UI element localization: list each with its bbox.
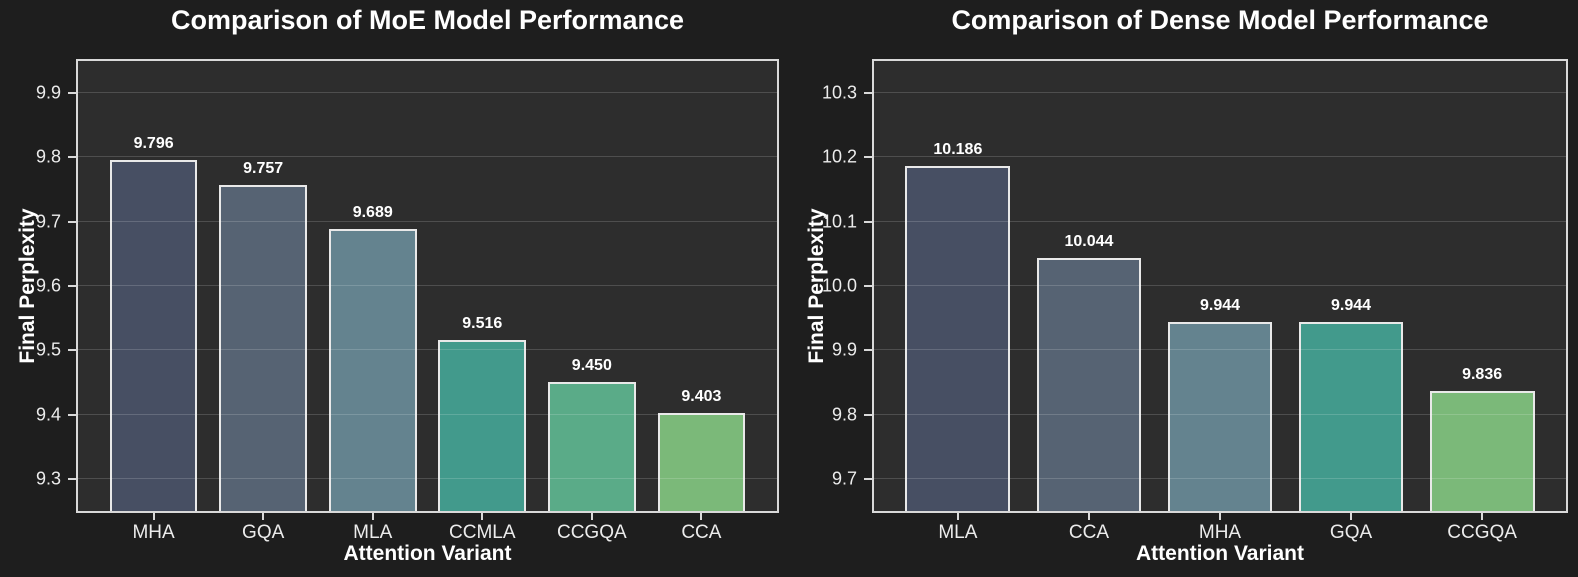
y-tick-label: 9.7 [831,468,857,489]
y-tick-mark [68,349,76,352]
gridline [874,156,1566,158]
bar-gqa [1298,322,1404,511]
bar-mha [109,160,198,511]
chart-title: Comparison of Dense Model Performance [951,5,1489,35]
bar-value-label: 10.044 [1064,232,1114,250]
bar-value-label: 9.689 [352,203,393,221]
dense-performance-chart: Comparison of Dense Model Performance Fi… [789,0,1578,577]
x-tick-mark [371,513,374,520]
y-tick-label: 9.8 [831,404,857,425]
gridline [78,477,777,479]
gridline [874,220,1566,222]
bar-ccmla [438,340,527,511]
bar-cca [1036,257,1142,511]
bar-mla [905,166,1011,511]
y-tick-mark [68,477,76,480]
x-tick-label: GQA [1329,522,1373,543]
x-tick-mark [700,513,703,520]
gridline [874,413,1566,415]
y-tick-label: 10.1 [821,211,857,232]
bar-value-label: 9.516 [462,315,503,332]
bar-value-label: 9.944 [1199,297,1241,314]
gridline [874,477,1566,479]
y-tick-label: 10.2 [821,146,857,167]
bar-ccgqa [1429,391,1535,511]
y-tick-mark [68,413,76,416]
x-tick-mark [262,513,265,520]
gridline [78,92,777,94]
y-tick-mark [864,156,872,159]
x-tick-label: CCGQA [556,522,627,543]
x-tick-mark [956,513,959,520]
x-tick-label: CCA [1068,522,1109,543]
moe-performance-chart: Comparison of MoE Model Performance Fina… [16,5,779,565]
bar-mla [328,228,417,511]
y-tick-mark [864,285,872,287]
gridline [78,285,777,286]
gridline [874,92,1566,94]
x-tick-label: CCGQA [1447,522,1517,543]
bar-cca [657,412,746,511]
x-tick-label: MHA [1198,522,1242,543]
y-tick-mark [864,92,872,95]
x-tick-mark [1087,513,1090,520]
y-tick-label: 9.7 [35,211,61,232]
x-tick-mark [590,513,593,520]
x-tick-mark [481,513,484,520]
x-tick-mark [1219,513,1221,520]
x-tick-mark [1350,513,1353,520]
x-tick-label: CCMLA [449,522,516,543]
chart-title: Comparison of MoE Model Performance [170,5,685,35]
bar-ccgqa [548,382,636,511]
y-tick-label: 9.4 [35,404,61,425]
y-tick-mark [864,477,872,480]
bar-value-label: 9.450 [571,357,612,375]
y-tick-label: 9.5 [35,339,61,360]
x-tick-mark [152,513,155,520]
x-tick-label: MLA [938,522,978,543]
x-tick-label: MLA [353,522,393,543]
y-tick-label: 9.9 [831,339,857,360]
y-tick-label: 9.3 [35,468,61,489]
y-tick-mark [864,220,872,223]
x-tick-label: MHA [132,522,175,543]
y-tick-label: 10.3 [821,82,857,103]
bar-value-label: 9.757 [243,160,284,178]
y-tick-label: 9.9 [35,82,61,103]
bar-value-label: 9.403 [681,387,722,405]
y-tick-mark [864,413,872,416]
gridline [874,285,1566,286]
x-tick-mark [1481,513,1484,520]
bar-value-label: 9.944 [1331,297,1372,314]
gridline [78,156,777,158]
bar-value-label: 9.796 [133,135,174,152]
gridline [78,220,777,222]
gridline [874,349,1566,351]
y-tick-mark [864,349,872,352]
x-tick-label: GQA [242,522,285,543]
y-tick-mark [68,220,76,223]
y-tick-mark [68,92,76,95]
x-tick-label: CCA [681,522,722,543]
plot-area: 10.186 10.044 9.944 9.944 9.836 [872,59,1568,513]
y-tick-mark [68,285,76,287]
y-tick-label: 10.0 [821,275,857,296]
y-tick-label: 9.8 [35,146,61,167]
y-tick-label: 9.6 [35,275,61,296]
bar-value-label: 9.836 [1462,366,1503,384]
plot-area: 9.796 9.757 9.689 9.516 9.450 9.403 [76,59,779,513]
bar-mha [1167,322,1273,511]
bar-gqa [219,185,307,511]
gridline [78,349,777,351]
bar-value-label: 10.186 [933,141,983,159]
y-tick-mark [68,156,76,159]
gridline [78,413,777,415]
x-axis-title: Attention Variant [343,542,512,565]
x-axis-title: Attention Variant [1135,542,1304,565]
